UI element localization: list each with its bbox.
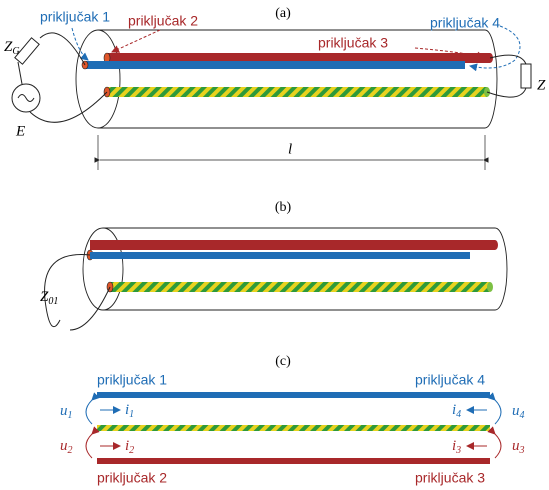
wire-blue: [85, 61, 465, 69]
current-label: i1: [125, 402, 134, 420]
wire-blue: [90, 252, 470, 259]
cable-body: [103, 227, 508, 311]
impedance: [520, 63, 532, 89]
port-label: priključak 3: [318, 35, 388, 51]
voltage-arrow: [85, 426, 100, 459]
lead: [486, 54, 527, 98]
wire-end: [487, 282, 493, 292]
wire-red: [107, 53, 490, 63]
port-label: priključak 1: [40, 9, 110, 25]
pointer: [469, 25, 521, 72]
pointer: [414, 47, 485, 60]
wire-ground: [110, 282, 490, 292]
length-label: l: [288, 141, 292, 157]
lead: [29, 91, 108, 123]
cable-end: [75, 29, 121, 129]
voltage-arrow: [487, 426, 502, 459]
pointer: [111, 29, 161, 53]
voltage-label: u1: [60, 403, 73, 421]
impedance: [14, 37, 40, 65]
port-label: priključak 2: [128, 13, 198, 29]
panel-label: (b): [275, 200, 292, 215]
source-label: E: [15, 123, 25, 139]
current-label: i3: [452, 438, 461, 456]
voltage-arrow: [487, 392, 502, 425]
impedance-label: Z: [537, 77, 546, 93]
line-red: [97, 458, 490, 464]
panel-label: (a): [275, 6, 291, 21]
port-label: priključak 2: [97, 470, 167, 486]
source-symbol: [17, 94, 35, 102]
current-label: i2: [125, 438, 134, 456]
lead: [44, 254, 111, 331]
wire-end: [492, 240, 498, 250]
voltage-label: u2: [60, 438, 73, 456]
panel-a: (a) priključak 1 priključak 2 priključak…: [4, 6, 546, 170]
panel-c: (c) priključak 1 priključak 2 priključak…: [60, 354, 525, 485]
line-blue: [97, 392, 490, 398]
port-label: priključak 4: [415, 372, 485, 388]
panel-b: (b) Z01: [40, 200, 508, 331]
wire-ground: [107, 87, 487, 97]
voltage-label: u3: [512, 438, 525, 456]
lead: [17, 61, 23, 85]
voltage-label: u4: [512, 403, 525, 421]
cable-body: [98, 29, 498, 129]
port-label: priključak 3: [415, 470, 485, 486]
lead: [39, 32, 86, 66]
port-label: priključak 4: [430, 15, 500, 31]
cable-end: [82, 227, 124, 311]
impedance-label: Z01: [40, 289, 58, 307]
pointer: [71, 27, 89, 61]
panel-label: (c): [275, 354, 291, 369]
voltage-arrow: [85, 392, 100, 425]
port-label: priključak 1: [97, 372, 167, 388]
impedance-label: ZG: [4, 39, 20, 57]
current-label: i4: [452, 402, 461, 420]
wire-red: [90, 240, 495, 250]
line-ground: [97, 425, 490, 431]
